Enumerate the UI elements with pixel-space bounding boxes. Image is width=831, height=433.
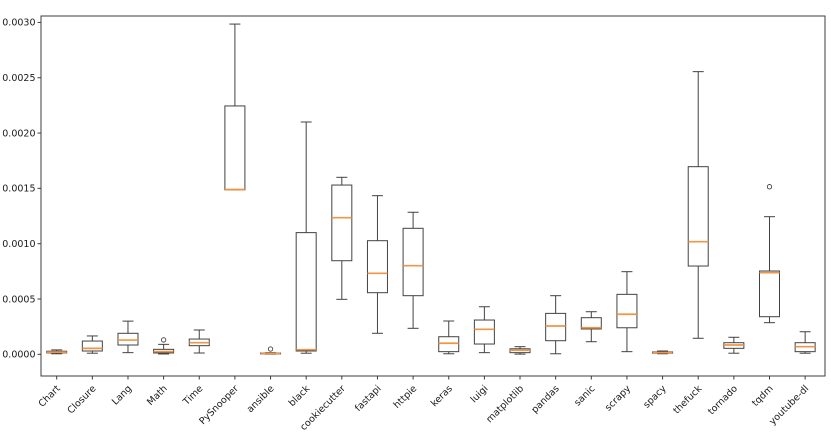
iqr-box bbox=[438, 336, 460, 353]
box-httpie bbox=[402, 211, 424, 329]
iqr-box bbox=[687, 166, 709, 267]
box-thefuck bbox=[687, 71, 709, 339]
x-tick-label: pandas bbox=[529, 383, 561, 415]
plot-frame bbox=[40, 15, 826, 377]
iqr-box bbox=[616, 293, 638, 329]
y-axis: 0.0000 0.0005 0.0010 0.0015 0.0020 0.0025 0.00… bbox=[2, 18, 41, 361]
x-tick-label: tqdm bbox=[750, 383, 775, 408]
x-tick-label: black bbox=[287, 383, 313, 409]
box-tqdm bbox=[759, 184, 780, 324]
box-PySnooper bbox=[224, 23, 246, 191]
box-fastapi bbox=[366, 195, 388, 334]
box-youtube-dl bbox=[794, 331, 816, 354]
x-tick-label: sanic bbox=[572, 383, 597, 408]
iqr-box bbox=[759, 270, 780, 318]
box-tornado bbox=[723, 336, 745, 354]
y-tick-label: 0.0010 bbox=[2, 239, 35, 250]
box-matplotlib bbox=[509, 346, 531, 355]
box-keras bbox=[438, 320, 460, 355]
iqr-box bbox=[224, 105, 246, 191]
box-Chart bbox=[46, 349, 68, 355]
y-tick-label: 0.0020 bbox=[2, 128, 35, 139]
y-tick-label: 0.0030 bbox=[2, 18, 35, 29]
box-ansible bbox=[260, 346, 282, 355]
y-tick-label: 0.0015 bbox=[2, 184, 35, 195]
iqr-box bbox=[117, 332, 139, 346]
x-tick-label: Time bbox=[180, 383, 205, 408]
iqr-box bbox=[473, 319, 495, 345]
box-Closure bbox=[81, 335, 103, 354]
x-tick-label: Lang bbox=[110, 383, 134, 407]
x-tick-label: Chart bbox=[37, 383, 63, 409]
y-tick-label: 0.0025 bbox=[2, 73, 35, 84]
x-tick-label: thefuck bbox=[671, 383, 704, 416]
x-tick-label: scrapy bbox=[603, 383, 633, 413]
box-spacy bbox=[652, 350, 674, 355]
iqr-box bbox=[366, 240, 388, 294]
iqr-box bbox=[81, 340, 103, 352]
box-black bbox=[295, 121, 317, 354]
box-luigi bbox=[473, 306, 495, 354]
box-Math bbox=[153, 337, 175, 355]
iqr-box bbox=[402, 227, 424, 297]
outlier-marker bbox=[160, 337, 167, 343]
iqr-box bbox=[331, 184, 353, 262]
x-tick-label: fastapi bbox=[353, 383, 384, 414]
x-tick-label: spacy bbox=[641, 383, 669, 411]
box-scrapy bbox=[616, 271, 638, 353]
x-tick-label: ansible bbox=[245, 383, 277, 415]
x-tick-label: httpie bbox=[392, 383, 420, 411]
x-tick-label: luigi bbox=[469, 383, 491, 405]
x-tick-label: Math bbox=[145, 383, 170, 408]
iqr-box bbox=[295, 232, 317, 352]
iqr-box bbox=[545, 312, 567, 342]
box-Lang bbox=[117, 320, 139, 354]
x-tick-label: keras bbox=[429, 383, 455, 409]
outlier-marker bbox=[267, 346, 274, 352]
y-tick-label: 0.0005 bbox=[2, 294, 35, 305]
iqr-box bbox=[580, 317, 602, 330]
x-tick-label: matplotlib bbox=[484, 383, 526, 425]
box-Time bbox=[188, 329, 210, 354]
x-tick-label: Closure bbox=[66, 383, 99, 416]
y-tick-label: 0.0000 bbox=[2, 350, 35, 361]
outlier-marker bbox=[766, 184, 773, 190]
box-pandas bbox=[545, 295, 567, 355]
box-cookiecutter bbox=[331, 176, 353, 300]
x-tick-label: tornado bbox=[706, 383, 740, 417]
box-sanic bbox=[580, 311, 602, 343]
